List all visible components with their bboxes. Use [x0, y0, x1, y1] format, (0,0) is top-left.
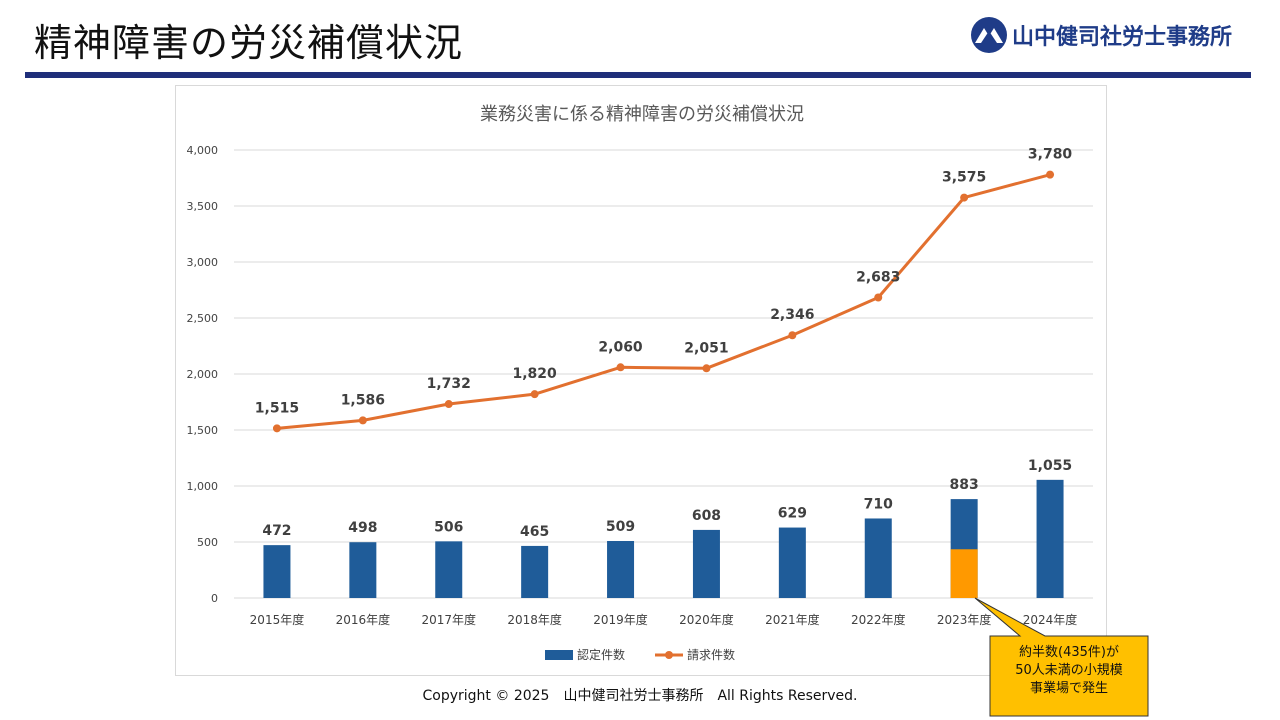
line-point [702, 364, 711, 373]
x-tick-label: 2020年度 [679, 612, 734, 627]
chart-frame: 業務災害に係る精神障害の労災補償状況 0 500 1,000 1,500 2,000 2,5… [175, 85, 1107, 676]
line-data-label: 1,586 [341, 392, 385, 408]
bar [692, 529, 720, 598]
y-tick-label: 4,000 [187, 144, 219, 157]
chart: 業務災害に係る精神障害の労災補償状況 0 500 1,000 1,500 2,000 2,5… [187, 104, 1093, 662]
callout-line: 50人未満の小規模 [1015, 663, 1123, 678]
bar [521, 545, 549, 598]
x-tick-label: 2024年度 [1023, 612, 1078, 627]
line-point [788, 331, 797, 340]
line-data-label: 1,732 [427, 376, 471, 392]
line-point [530, 390, 539, 399]
legend-line-marker [665, 651, 673, 659]
legend-bar-swatch [545, 650, 573, 660]
callout-line: 事業場で発生 [1029, 681, 1108, 696]
x-tick-label: 2022年度 [851, 612, 906, 627]
y-tick-label: 2,000 [187, 368, 219, 381]
line-point [1046, 170, 1055, 179]
line-series [276, 173, 1051, 430]
callout-text: 約半数(435件)が 50人未満の小規模 事業場で発生 [990, 644, 1148, 698]
legend-bar-label: 認定件数 [577, 647, 625, 662]
bar-data-label: 498 [348, 520, 377, 536]
y-tick-label: 3,000 [187, 256, 219, 269]
logo-text: 山中健司社労士事務所 [1012, 24, 1233, 50]
title-divider [25, 72, 1251, 78]
bar [349, 542, 377, 598]
line-data-label: 2,683 [856, 270, 900, 286]
y-tick-label: 1,000 [187, 480, 219, 493]
line-data-label: 3,575 [942, 170, 986, 186]
bar [607, 540, 635, 598]
line-data-label: 2,060 [598, 339, 643, 355]
bar [864, 518, 892, 598]
bar-data-label: 629 [778, 506, 807, 522]
bar-data-label: 883 [950, 477, 979, 493]
line-data-label: 3,780 [1028, 147, 1073, 163]
bar-highlight-segment [950, 549, 978, 598]
x-tick-label: 2021年度 [765, 612, 820, 627]
x-tick-label: 2016年度 [336, 612, 391, 627]
line-data-label: 2,346 [770, 307, 814, 323]
bar-data-label: 472 [262, 523, 291, 539]
x-tick-label: 2018年度 [507, 612, 562, 627]
bar-data-label: 506 [434, 519, 463, 535]
copyright-footer: Copyright © 2025 山中健司社労士事務所 All Rights R… [422, 688, 858, 704]
y-tick-label: 2,500 [187, 312, 219, 325]
bar [435, 541, 463, 598]
bar-data-label: 608 [692, 508, 721, 524]
line-data-label: 1,515 [255, 400, 299, 416]
line-point [444, 400, 453, 409]
line-data-label: 1,820 [513, 366, 558, 382]
y-tick-label: 0 [211, 592, 218, 605]
line-point [960, 193, 969, 202]
x-tick-label: 2023年度 [937, 612, 992, 627]
line-point [616, 363, 625, 372]
bar [778, 527, 806, 598]
line-data-label: 2,051 [684, 340, 728, 356]
chart-title: 業務災害に係る精神障害の労災補償状況 [480, 104, 804, 125]
bar-data-label: 1,055 [1028, 458, 1072, 474]
x-tick-label: 2019年度 [593, 612, 648, 627]
bar [263, 545, 291, 598]
callout-line: 約半数(435件)が [1019, 645, 1119, 660]
bar [1036, 479, 1064, 598]
x-tick-label: 2015年度 [250, 612, 305, 627]
line-point [272, 424, 281, 433]
company-logo: 山中健司社労士事務所 [970, 16, 1232, 54]
bar-data-label: 710 [864, 496, 893, 512]
bar-data-label: 465 [520, 524, 549, 540]
legend-line-label: 請求件数 [687, 647, 735, 662]
x-tick-label: 2017年度 [421, 612, 476, 627]
bar-data-label: 509 [606, 519, 635, 535]
line-point [358, 416, 367, 425]
y-tick-label: 1,500 [187, 424, 219, 437]
mountain-logo-icon [971, 17, 1007, 53]
y-tick-label: 3,500 [187, 200, 219, 213]
line-point [874, 293, 883, 302]
y-tick-label: 500 [197, 536, 218, 549]
page-title: 精神障害の労災補償状況 [34, 21, 464, 65]
